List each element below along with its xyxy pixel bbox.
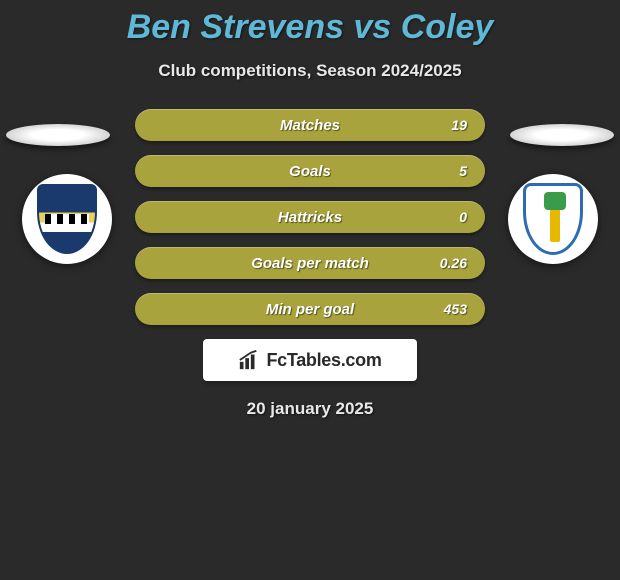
stat-label: Min per goal (135, 301, 485, 318)
stat-label: Goals (135, 163, 485, 180)
stat-value: 5 (459, 163, 467, 179)
eastleigh-crest-icon (37, 184, 97, 254)
sutton-crest-icon (523, 183, 583, 255)
stat-row-goals: Goals 5 (135, 155, 485, 187)
stat-value: 19 (451, 117, 467, 133)
brand-box[interactable]: FcTables.com (203, 339, 417, 381)
stat-value: 453 (444, 301, 467, 317)
stat-row-matches: Matches 19 (135, 109, 485, 141)
stat-value: 0.26 (440, 255, 467, 271)
right-player-ellipse (510, 124, 614, 146)
brand-text: FcTables.com (266, 350, 381, 371)
stat-row-hattricks: Hattricks 0 (135, 201, 485, 233)
stat-label: Matches (135, 117, 485, 134)
subtitle: Club competitions, Season 2024/2025 (0, 61, 620, 81)
stat-label: Hattricks (135, 209, 485, 226)
page-title: Ben Strevens vs Coley (0, 0, 620, 47)
stat-row-min-per-goal: Min per goal 453 (135, 293, 485, 325)
bar-chart-icon (238, 349, 260, 371)
stat-rows: Matches 19 Goals 5 Hattricks 0 Goals per… (135, 109, 485, 325)
date-line: 20 january 2025 (0, 399, 620, 419)
stat-row-goals-per-match: Goals per match 0.26 (135, 247, 485, 279)
right-club-badge (508, 174, 598, 264)
left-club-badge (22, 174, 112, 264)
left-player-ellipse (6, 124, 110, 146)
stat-label: Goals per match (135, 255, 485, 272)
stat-value: 0 (459, 209, 467, 225)
